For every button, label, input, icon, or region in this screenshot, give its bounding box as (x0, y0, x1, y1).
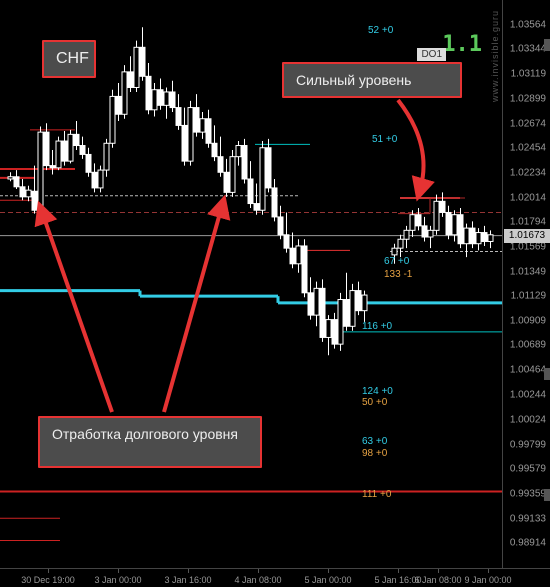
y-tick: 1.02234 (510, 167, 546, 178)
y-tick: 1.01129 (511, 291, 546, 302)
watermark: www.invisible.guru (490, 10, 500, 102)
volume-label: 133 -1 (384, 269, 412, 280)
y-tick: 1.02899 (510, 93, 546, 104)
y-tick: 1.03119 (511, 69, 546, 80)
callout-symbol: CHF (42, 40, 96, 78)
volume-label: 50 +0 (362, 397, 387, 408)
y-tick: 1.01349 (510, 266, 546, 277)
x-tick: 3 Jan 00:00 (94, 575, 141, 585)
y-tick: 1.00464 (510, 365, 546, 376)
y-tick: 1.03344 (510, 44, 546, 55)
y-axis: 1.03564 1.03344 1.03119 1.02899 1.02674 1.024… (502, 0, 550, 568)
last-price-tag: 1.01673 (504, 229, 550, 243)
axis-border-v (502, 0, 503, 568)
y-tick: 1.02014 (510, 192, 546, 203)
y-tick: 0.98914 (510, 538, 546, 549)
y-side-mark (544, 39, 550, 51)
y-tick: 1.00244 (510, 390, 546, 401)
volume-label: 124 +0 (362, 386, 393, 397)
y-tick: 1.02674 (510, 118, 546, 129)
badge-do1: DO1 (417, 48, 446, 61)
callout-debt-level: Отработка долгового уровня (38, 416, 262, 468)
volume-label: 67 +0 (384, 256, 409, 267)
y-tick: 1.00909 (510, 315, 546, 326)
volume-label: 52 +0 (368, 25, 393, 36)
x-tick: 9 Jan 00:00 (464, 575, 511, 585)
volume-label: 111 +0 (362, 489, 391, 500)
axis-border-h (0, 568, 550, 569)
y-tick: 1.00689 (510, 340, 546, 351)
x-tick: 4 Jan 08:00 (234, 575, 281, 585)
y-side-mark (544, 489, 550, 501)
y-tick: 1.00024 (510, 414, 546, 425)
x-tick: 5 Jan 00:00 (304, 575, 351, 585)
timeframe-label: 1.1 (442, 32, 482, 57)
callout-strong-level: Сильный уровень (282, 62, 462, 98)
x-tick: 6 Jan 08:00 (414, 575, 461, 585)
price-plot[interactable]: 52 +0 51 +0 67 +0 133 -1 116 +0 124 +050 +0 63… (0, 0, 502, 568)
y-tick: 0.99359 (510, 488, 546, 499)
y-tick: 1.02454 (510, 143, 546, 154)
volume-label: 116 +0 (362, 321, 392, 332)
y-tick: 1.03564 (510, 19, 546, 30)
chart-container: 52 +0 51 +0 67 +0 133 -1 116 +0 124 +050 +0 63… (0, 0, 550, 587)
volume-label: 63 +0 (362, 436, 387, 447)
x-tick: 3 Jan 16:00 (164, 575, 211, 585)
y-side-mark (544, 368, 550, 380)
x-tick: 30 Dec 19:00 (21, 575, 75, 585)
y-tick: 0.99579 (510, 464, 546, 475)
y-tick: 1.01794 (510, 217, 546, 228)
volume-label: 98 +0 (362, 448, 387, 459)
x-axis: 30 Dec 19:00 3 Jan 00:00 3 Jan 16:00 4 Jan … (0, 568, 502, 587)
y-tick: 0.99133 (510, 514, 546, 525)
y-tick: 0.99799 (510, 439, 546, 450)
volume-label: 51 +0 (372, 134, 397, 145)
y-tick: 1.01569 (510, 242, 546, 253)
